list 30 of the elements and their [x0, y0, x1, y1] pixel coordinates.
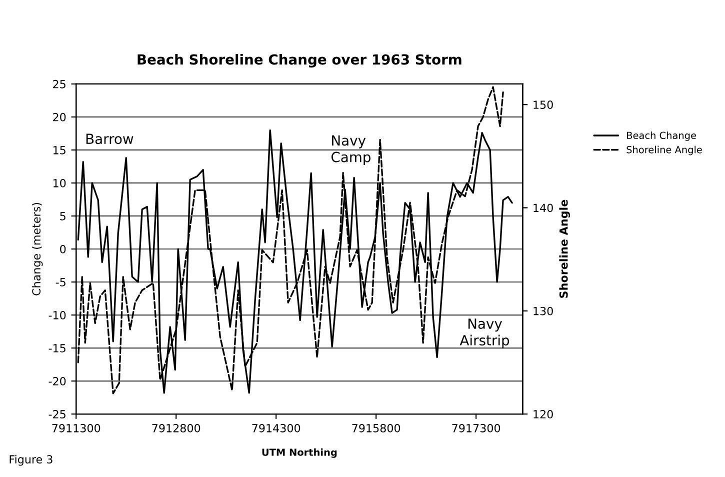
y-tick-label: -20 — [48, 377, 66, 386]
chart-title: Beach Shoreline Change over 1963 Storm — [138, 54, 462, 68]
y2-tick-label: 120 — [534, 410, 553, 418]
x-tick-label: 7912800 — [152, 424, 200, 432]
annotation: Navy Airstrip — [460, 318, 510, 348]
x-tick-label: 7911300 — [52, 424, 100, 432]
x-axis-title: UTM Northing — [262, 448, 337, 458]
y-tick-label: -5 — [56, 278, 66, 286]
y-tick-label: 25 — [53, 80, 66, 88]
legend-label: Beach Change — [627, 132, 696, 141]
y-tick-label: 15 — [53, 146, 66, 154]
y-tick-label: -15 — [48, 344, 66, 352]
y-tick-label: 5 — [60, 212, 66, 220]
y2-tick-label: 150 — [534, 100, 553, 109]
y-tick-label: -25 — [48, 410, 66, 418]
annotation: Navy Camp — [331, 135, 370, 165]
y-tick-label: 10 — [53, 178, 66, 188]
y-tick-label: 20 — [53, 112, 66, 122]
y2-tick-label: 140 — [534, 204, 553, 212]
y-tick-label: 0 — [60, 244, 66, 254]
y-axis-title: Change (meters) — [32, 202, 43, 296]
x-tick-label: 7914300 — [252, 424, 300, 432]
x-tick-label: 7917300 — [452, 424, 500, 432]
y2-tick-label: 130 — [534, 306, 553, 316]
y-tick-label: -10 — [48, 310, 66, 320]
legend-label: Shoreline Angle — [626, 146, 702, 156]
annotation: Barrow — [86, 134, 134, 144]
caption: Figure 3 — [10, 454, 52, 466]
x-tick-label: 7915800 — [352, 424, 400, 432]
y2-axis-title: Shoreline Angle — [559, 200, 570, 298]
